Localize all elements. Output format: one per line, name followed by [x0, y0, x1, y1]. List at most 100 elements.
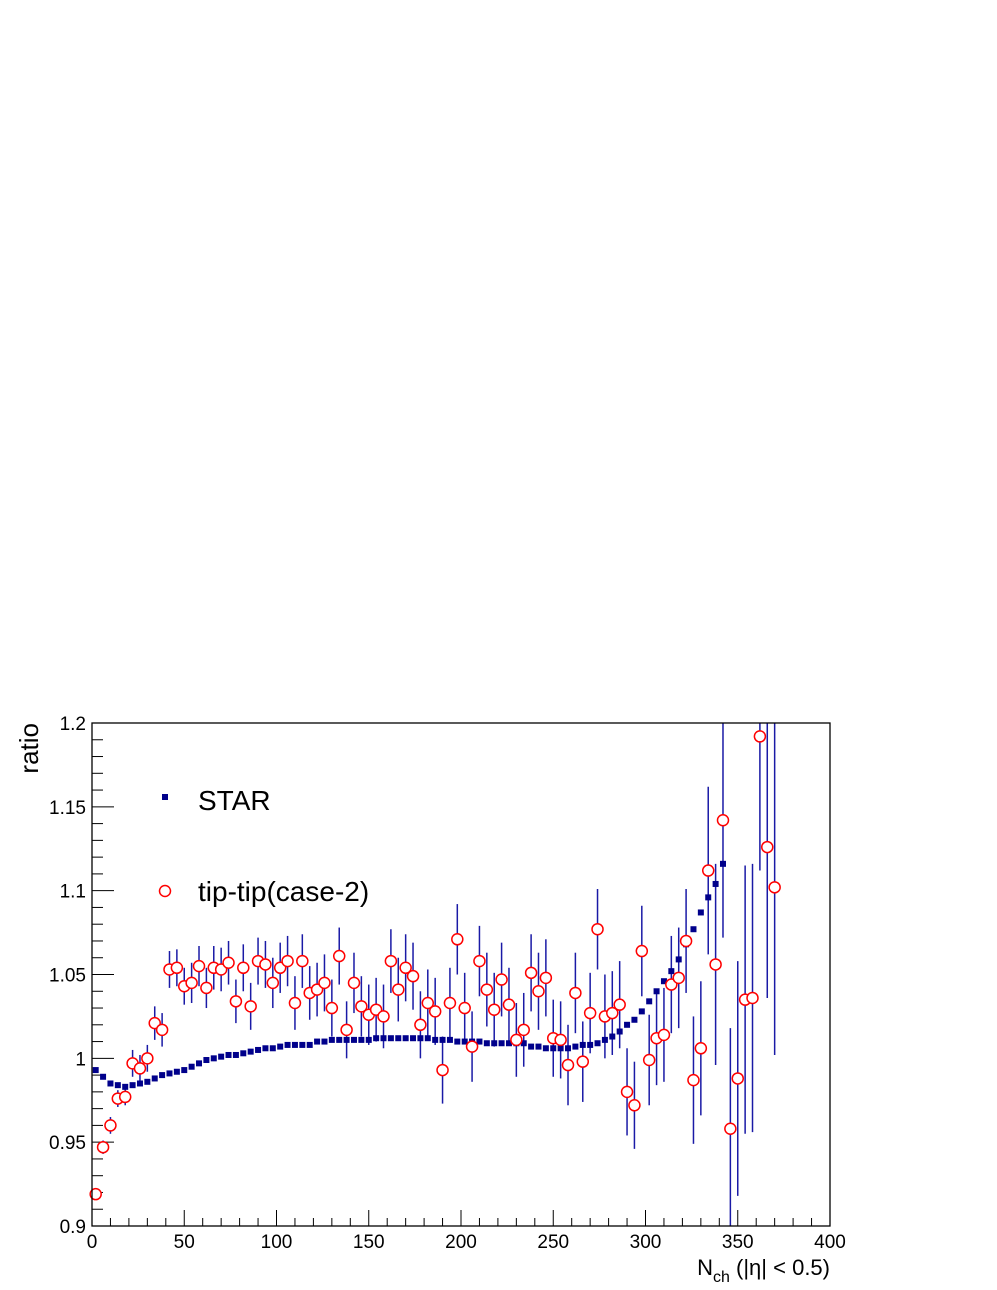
star-point	[461, 1038, 468, 1045]
tip-point	[155, 1023, 169, 1037]
tip-point	[377, 1010, 390, 1023]
y-tick-label: 1.05	[49, 966, 86, 987]
star-point	[188, 1063, 195, 1070]
star-point	[476, 1038, 483, 1045]
legend-star-marker	[162, 794, 168, 800]
plot-frame	[91, 722, 831, 1227]
star-point	[358, 1036, 365, 1043]
y-tick-label: 1.1	[60, 882, 86, 903]
tip-point	[229, 995, 243, 1008]
tip-point	[296, 954, 309, 968]
tip-point	[392, 983, 405, 996]
star-point	[505, 1040, 512, 1047]
star-point	[557, 1045, 564, 1052]
star-point	[432, 1036, 439, 1043]
tip-point	[694, 1042, 708, 1055]
star-point	[144, 1078, 151, 1085]
tip-point	[170, 961, 184, 975]
star-point	[550, 1045, 557, 1052]
tip-point	[768, 881, 781, 894]
star-point	[92, 1067, 99, 1074]
x-tick-label: 150	[353, 1232, 385, 1253]
star-point	[255, 1046, 262, 1053]
star-point	[572, 1043, 579, 1050]
star-point	[277, 1043, 284, 1050]
tip-point	[480, 983, 494, 996]
star-point	[166, 1070, 173, 1077]
star-point	[262, 1045, 269, 1052]
tip-point	[613, 998, 626, 1011]
tip-point	[606, 1006, 619, 1020]
star-point	[225, 1051, 232, 1058]
star-point	[535, 1043, 542, 1050]
tip-point	[628, 1099, 641, 1112]
star-point	[565, 1045, 572, 1052]
star-point	[483, 1040, 490, 1047]
y-tick-label: 1.2	[60, 714, 86, 735]
tip-point	[709, 958, 722, 971]
tip-point	[414, 1018, 427, 1032]
x-tick-label: 200	[445, 1232, 477, 1253]
tip-point	[133, 1062, 147, 1075]
tip-point	[672, 971, 685, 985]
star-point	[631, 1016, 638, 1023]
tip-point	[281, 954, 294, 968]
tip-point	[200, 981, 213, 995]
x-tick-label: 250	[537, 1232, 569, 1253]
star-point	[299, 1041, 306, 1048]
y-axis-title: ratio	[14, 723, 44, 774]
star-point	[402, 1035, 409, 1042]
legend-tip-label: tip-tip(case-2)	[198, 876, 369, 907]
star-point	[306, 1041, 313, 1048]
tip-point	[583, 1006, 597, 1020]
tip-point	[436, 1063, 449, 1077]
star-point	[247, 1048, 254, 1055]
star-point	[210, 1055, 217, 1062]
star-point	[424, 1035, 431, 1042]
star-point	[321, 1038, 328, 1045]
tip-point	[679, 934, 693, 948]
star-point	[439, 1036, 446, 1043]
star-point	[129, 1082, 136, 1089]
tip-point	[561, 1058, 575, 1072]
tip-point	[185, 976, 198, 990]
star-point	[373, 1035, 380, 1042]
star-point	[365, 1036, 372, 1043]
axis-ticks	[91, 722, 831, 1227]
tip-point	[406, 969, 420, 983]
tip-point	[428, 1005, 442, 1018]
star-point	[520, 1040, 527, 1047]
tip-point	[118, 1090, 132, 1104]
star-point	[203, 1057, 210, 1064]
tip-point	[753, 730, 767, 743]
star-point	[624, 1021, 631, 1028]
star-point	[181, 1067, 188, 1074]
tip-point	[716, 813, 730, 827]
star-point	[100, 1073, 107, 1080]
legend-star-label: STAR	[198, 785, 271, 816]
star-point	[107, 1080, 114, 1087]
tip-point	[318, 976, 331, 990]
tip-point	[458, 1001, 471, 1015]
tip-point	[657, 1028, 671, 1042]
tip-point	[237, 961, 250, 975]
star-point	[454, 1038, 461, 1045]
star-point	[601, 1036, 608, 1043]
tip-point	[340, 1023, 353, 1037]
x-tick-label: 350	[722, 1232, 754, 1253]
star-point	[668, 968, 675, 975]
star-point	[712, 880, 719, 887]
star-point	[491, 1040, 498, 1047]
y-tick-label: 1	[75, 1049, 86, 1070]
tip-point	[635, 944, 649, 958]
star-point	[542, 1045, 549, 1052]
tip-point	[746, 991, 759, 1005]
x-tick-label: 400	[814, 1232, 846, 1253]
legend-tip-marker	[158, 884, 172, 898]
star-point	[675, 956, 682, 963]
tip-point	[576, 1055, 590, 1068]
tip-point	[487, 1003, 501, 1016]
y-tick-label: 1.15	[49, 798, 86, 819]
star-point	[646, 998, 653, 1005]
